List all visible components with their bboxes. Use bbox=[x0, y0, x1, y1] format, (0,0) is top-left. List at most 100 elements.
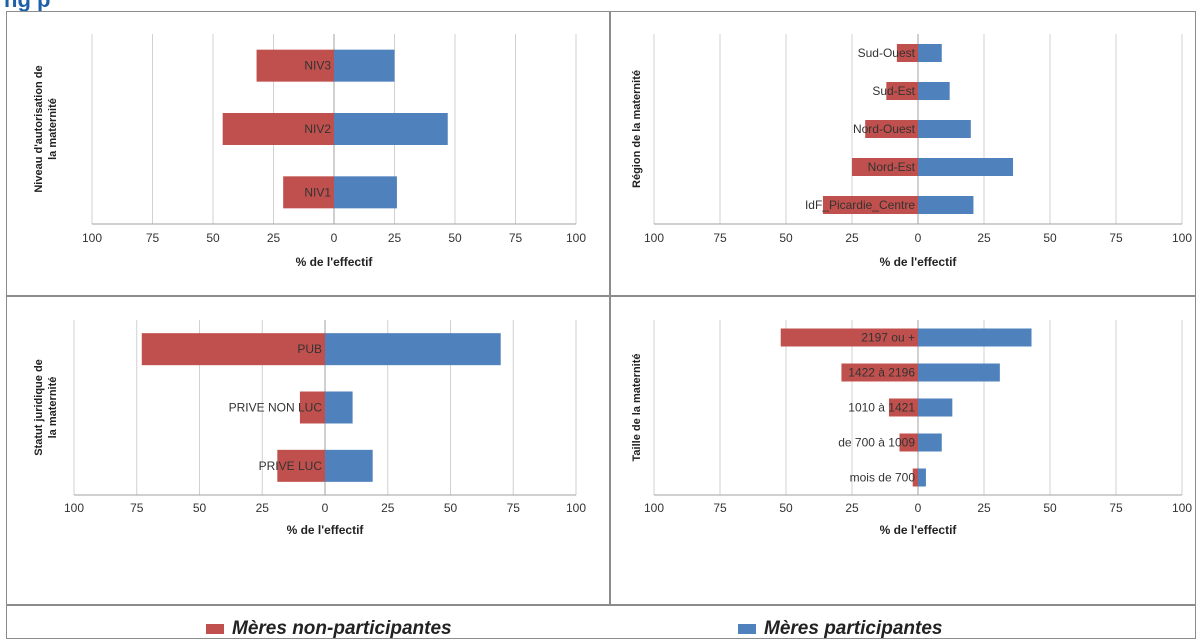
x-tick-label: 100 bbox=[1172, 231, 1192, 245]
bar-participantes bbox=[918, 120, 971, 138]
x-tick-label: 75 bbox=[146, 231, 160, 245]
y-axis-label: Statut juridique de la maternité bbox=[33, 359, 59, 456]
bar-participantes bbox=[918, 398, 953, 417]
x-tick-label: 0 bbox=[915, 501, 922, 515]
category-label: PRIVE NON LUC bbox=[229, 401, 323, 415]
x-tick-label: 50 bbox=[1043, 501, 1057, 515]
legend-swatch-participantes bbox=[738, 624, 756, 634]
category-label: PUB bbox=[297, 342, 322, 356]
vertical-divider bbox=[609, 11, 611, 606]
bar-participantes bbox=[325, 449, 373, 482]
bar-participantes bbox=[334, 176, 397, 209]
bar-non-participantes bbox=[256, 49, 334, 82]
category-label: NIV2 bbox=[304, 122, 331, 136]
x-tick-label: 75 bbox=[130, 501, 144, 515]
x-tick-label: 25 bbox=[267, 231, 281, 245]
category-label: Nord-Est bbox=[868, 160, 916, 174]
x-tick-label: 75 bbox=[507, 501, 521, 515]
bar-participantes bbox=[325, 333, 501, 366]
x-tick-label: 25 bbox=[977, 231, 991, 245]
bar-non-participantes bbox=[780, 328, 918, 347]
bar-participantes bbox=[918, 363, 1000, 382]
bar-participantes bbox=[918, 468, 926, 487]
legend-item-non-participantes: Mères non-participantes bbox=[206, 618, 452, 640]
bar-non-participantes bbox=[899, 433, 918, 452]
x-tick-label: 25 bbox=[845, 231, 859, 245]
bar-non-participantes bbox=[888, 398, 918, 417]
x-tick-label: 50 bbox=[444, 501, 458, 515]
x-axis-label: % de l'effectif bbox=[880, 523, 958, 537]
x-tick-label: 75 bbox=[713, 501, 727, 515]
x-tick-label: 75 bbox=[509, 231, 523, 245]
x-tick-label: 50 bbox=[206, 231, 220, 245]
bar-non-participantes bbox=[841, 363, 918, 382]
x-axis-label: % de l'effectif bbox=[880, 255, 958, 269]
bar-participantes bbox=[918, 44, 942, 62]
x-tick-label: 25 bbox=[977, 501, 991, 515]
bar-participantes bbox=[334, 49, 395, 82]
x-tick-label: 75 bbox=[1109, 231, 1123, 245]
x-axis-label: % de l'effectif bbox=[296, 255, 374, 269]
x-tick-label: 25 bbox=[845, 501, 859, 515]
figure-frame bbox=[6, 11, 1196, 639]
category-label: mois de 700 bbox=[850, 471, 916, 485]
x-tick-label: 25 bbox=[381, 501, 395, 515]
x-tick-label: 50 bbox=[779, 231, 793, 245]
x-tick-label: 0 bbox=[331, 231, 338, 245]
category-label: Nord-Ouest bbox=[853, 122, 916, 136]
bar-non-participantes bbox=[277, 449, 325, 482]
category-label: Sud-Est bbox=[872, 84, 915, 98]
bar-non-participantes bbox=[222, 113, 334, 145]
bar-non-participantes bbox=[283, 176, 334, 209]
horizontal-divider-bottom bbox=[6, 604, 1196, 606]
page-header-fragment: ng p bbox=[4, 0, 50, 13]
x-tick-label: 100 bbox=[644, 231, 664, 245]
x-tick-label: 100 bbox=[566, 501, 586, 515]
x-tick-label: 100 bbox=[644, 501, 664, 515]
x-tick-label: 50 bbox=[779, 501, 793, 515]
category-label: Sud-Ouest bbox=[858, 46, 916, 60]
y-axis-label: Région de la maternité bbox=[631, 70, 643, 188]
category-label: NIV3 bbox=[304, 59, 331, 73]
x-tick-label: 25 bbox=[256, 501, 270, 515]
bar-non-participantes bbox=[299, 391, 325, 424]
bar-participantes bbox=[918, 196, 974, 214]
category-label: 2197 ou + bbox=[861, 331, 915, 345]
x-tick-label: 75 bbox=[713, 231, 727, 245]
legend-label-non-participantes: Mères non-participantes bbox=[232, 618, 452, 639]
x-tick-label: 50 bbox=[193, 501, 207, 515]
x-tick-label: 100 bbox=[82, 231, 102, 245]
chart-panel-niveau: 100 75 50 25 0 25 50 75 100 % de l'effectif Niveau… bbox=[33, 34, 586, 269]
x-tick-label: 100 bbox=[64, 501, 84, 515]
chart-panel-statut: 100 75 50 25 0 25 50 75 100 % de l'effectif Statut… bbox=[33, 320, 586, 537]
bar-participantes bbox=[918, 82, 950, 100]
bar-non-participantes bbox=[852, 158, 918, 176]
bar-non-participantes bbox=[886, 82, 918, 100]
bar-participantes bbox=[918, 433, 942, 452]
chart-panel-taille: 100 75 50 25 0 25 50 75 100 % de l'effectif Taille… bbox=[631, 320, 1192, 537]
bar-participantes bbox=[325, 391, 353, 424]
category-label: 1422 à 2196 bbox=[848, 366, 915, 380]
x-tick-label: 75 bbox=[1109, 501, 1123, 515]
chart-panel-region: 100 75 50 25 0 25 50 75 100 % de l'effectif Région… bbox=[631, 34, 1192, 269]
bar-participantes bbox=[334, 113, 448, 145]
legend-swatch-non-participantes bbox=[206, 624, 224, 634]
horizontal-divider-middle bbox=[6, 295, 1196, 297]
category-label: PRIVE LUC bbox=[259, 459, 323, 473]
bar-non-participantes bbox=[865, 120, 918, 138]
bar-non-participantes bbox=[822, 196, 918, 214]
y-axis-label: Taille de la maternité bbox=[631, 353, 643, 461]
x-tick-label: 0 bbox=[322, 501, 329, 515]
bar-non-participantes bbox=[141, 333, 325, 366]
category-label: IdF_Picardie_Centre bbox=[805, 198, 915, 212]
x-axis-label: % de l'effectif bbox=[287, 523, 365, 537]
bar-participantes bbox=[918, 328, 1032, 347]
y-axis-label: Niveau d'autorisation de la maternité bbox=[33, 65, 59, 192]
legend-label-participantes: Mères participantes bbox=[764, 618, 943, 639]
bar-non-participantes bbox=[896, 44, 918, 62]
x-tick-label: 50 bbox=[1043, 231, 1057, 245]
legend-item-participantes: Mères participantes bbox=[738, 618, 942, 640]
x-tick-label: 0 bbox=[915, 231, 922, 245]
category-label: 1010 à 1421 bbox=[848, 401, 915, 415]
bar-non-participantes bbox=[912, 468, 918, 487]
